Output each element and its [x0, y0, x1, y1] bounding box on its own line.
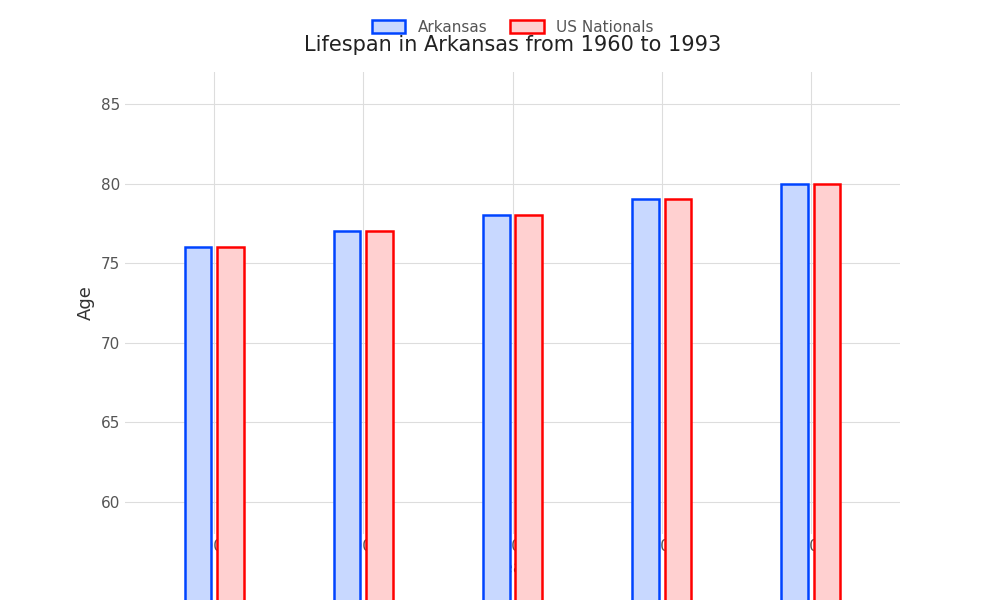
Y-axis label: Age: Age	[77, 286, 95, 320]
Bar	[366, 232, 393, 600]
Legend: Arkansas, US Nationals: Arkansas, US Nationals	[372, 20, 653, 35]
Bar	[665, 199, 691, 600]
X-axis label: Year: Year	[493, 559, 532, 577]
Title: Lifespan in Arkansas from 1960 to 1993: Lifespan in Arkansas from 1960 to 1993	[304, 35, 721, 55]
Bar	[781, 184, 808, 600]
Bar	[515, 215, 542, 600]
Bar	[814, 184, 840, 600]
Bar	[483, 215, 510, 600]
Bar	[185, 247, 211, 600]
Bar	[217, 247, 244, 600]
Bar	[334, 232, 360, 600]
Bar	[632, 199, 659, 600]
